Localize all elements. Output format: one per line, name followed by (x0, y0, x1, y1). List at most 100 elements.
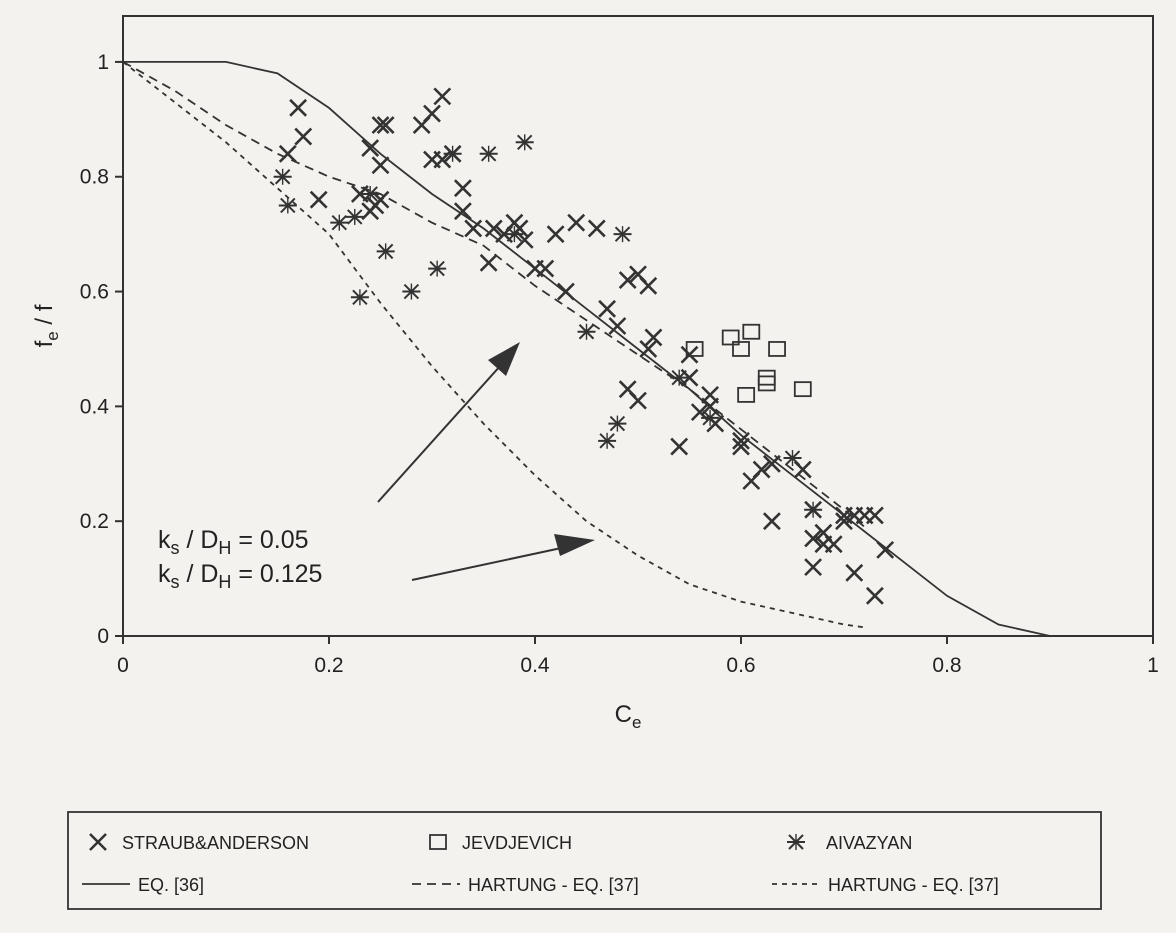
point-straub-anderson (361, 139, 380, 157)
point-jevdjevich (742, 323, 761, 340)
x-axis-title: Ce (615, 701, 642, 732)
point-aivazyan (278, 197, 297, 214)
point-aivazyan (376, 243, 395, 260)
point-aivazyan (505, 226, 524, 243)
point-straub-anderson (824, 535, 843, 554)
point-straub-anderson (464, 219, 483, 238)
point-straub-anderson (608, 317, 627, 335)
point-straub-anderson (670, 437, 689, 456)
point-straub-anderson (618, 271, 637, 289)
point-aivazyan (330, 214, 349, 231)
y-axis-title: fe / f (31, 304, 62, 347)
point-straub-anderson (309, 190, 328, 209)
point-aivazyan (443, 145, 462, 162)
point-straub-anderson (423, 104, 441, 123)
point-straub-anderson (453, 202, 472, 221)
point-straub-anderson (598, 299, 617, 318)
legend: STRAUB&ANDERSON JEVDJEVICH AIVAZYAN EQ. [36… (67, 811, 1102, 910)
curve-hartung-ks-005 (122, 61, 866, 528)
y-tick-label: 0.8 (80, 166, 109, 189)
data-points (273, 87, 895, 605)
arrow-annotation-0125 (411, 534, 595, 581)
point-jevdjevich (685, 341, 704, 357)
point-straub-anderson (804, 558, 823, 577)
point-straub-anderson (371, 156, 390, 175)
point-straub-anderson (732, 431, 750, 450)
point-aivazyan (479, 145, 498, 162)
y-tick-label: 1 (97, 51, 109, 74)
point-straub-anderson (453, 179, 472, 198)
point-straub-anderson (536, 259, 555, 278)
legend-marker-asterisk (787, 834, 805, 850)
point-aivazyan (598, 432, 617, 449)
point-aivazyan (613, 226, 632, 243)
point-straub-anderson (278, 144, 297, 163)
plot-area (122, 15, 1154, 637)
point-straub-anderson (644, 328, 663, 347)
point-jevdjevich (732, 341, 750, 357)
point-straub-anderson (876, 540, 895, 559)
legend-label: JEVDJEVICH (462, 833, 572, 853)
point-aivazyan (577, 323, 596, 340)
point-aivazyan (670, 369, 689, 386)
point-aivazyan (345, 208, 364, 225)
point-aivazyan (608, 415, 627, 432)
point-jevdjevich (768, 341, 786, 357)
point-jevdjevich (737, 386, 756, 403)
x-tick-label: 0.6 (726, 654, 755, 677)
point-straub-anderson (289, 98, 308, 117)
legend-marker-square (429, 834, 447, 850)
annotation-ks-005: ks / DH = 0.05 (158, 526, 309, 558)
point-jevdjevich (721, 329, 740, 346)
point-straub-anderson (587, 219, 606, 238)
point-jevdjevich (793, 381, 812, 398)
point-straub-anderson (371, 116, 390, 134)
point-straub-anderson (865, 586, 884, 605)
point-straub-anderson (479, 253, 498, 272)
point-aivazyan (701, 409, 720, 426)
legend-label: EQ. [36] (138, 875, 204, 895)
point-straub-anderson (762, 454, 781, 473)
point-straub-anderson (376, 116, 395, 134)
annotation-ks-0125: ks / DH = 0.125 (158, 560, 322, 592)
point-jevdjevich (757, 369, 776, 386)
point-aivazyan (515, 134, 534, 151)
point-straub-anderson (804, 529, 823, 548)
point-straub-anderson (294, 127, 313, 146)
x-tick-label: 0.8 (932, 654, 961, 677)
x-tick-label: 0.2 (314, 654, 343, 677)
curve-eq36 (123, 61, 1153, 637)
point-straub-anderson (639, 340, 658, 358)
point-straub-anderson (865, 506, 884, 525)
point-straub-anderson (639, 276, 658, 295)
legend-label: HARTUNG - EQ. [37] (468, 875, 639, 895)
curves (122, 61, 1153, 637)
point-aivazyan (350, 289, 369, 306)
x-tick-label: 0.4 (520, 654, 550, 677)
x-tick-label: 0 (117, 654, 129, 677)
point-aivazyan (402, 283, 421, 300)
x-tick-label: 1 (1147, 654, 1159, 677)
point-straub-anderson (546, 225, 565, 244)
point-aivazyan (783, 450, 802, 467)
y-tick-label: 0.2 (80, 510, 109, 533)
y-tick-label: 0 (97, 625, 109, 648)
legend-marker-x (89, 833, 107, 851)
point-aivazyan (361, 185, 380, 202)
y-tick-label: 0.4 (80, 395, 110, 418)
legend-label: AIVAZYAN (826, 833, 912, 853)
point-jevdjevich (757, 375, 776, 392)
axis-ticks: 0 0.2 0.4 0.6 0.8 1 0 0.2 0.4 0.6 0.8 1 (80, 51, 1159, 677)
point-straub-anderson (567, 213, 586, 232)
point-aivazyan (273, 168, 292, 185)
point-straub-anderson (484, 219, 503, 238)
point-straub-anderson (835, 512, 853, 531)
legend-label: HARTUNG - EQ. [37] (828, 875, 999, 895)
point-straub-anderson (433, 87, 452, 106)
point-straub-anderson (618, 380, 637, 399)
point-straub-anderson (680, 345, 699, 364)
point-straub-anderson (762, 512, 781, 531)
point-aivazyan (428, 260, 447, 277)
arrow-annotation-005 (377, 342, 520, 503)
